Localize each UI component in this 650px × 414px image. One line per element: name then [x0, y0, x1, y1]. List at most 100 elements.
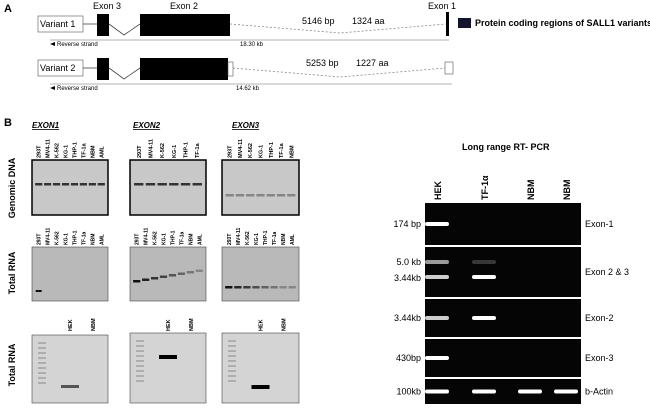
- intron: [229, 23, 447, 34]
- row-label: Exon 2 & 3: [585, 267, 629, 277]
- legend-text: Protein coding regions of SALL1 variants: [475, 18, 650, 28]
- band: [472, 316, 496, 320]
- lane-label: THP-1: [72, 230, 78, 245]
- utr: [227, 61, 234, 77]
- band: [70, 183, 79, 186]
- legend-swatch: [458, 18, 471, 28]
- utr: [444, 61, 454, 75]
- band: [88, 183, 96, 186]
- strand-arrow: [50, 42, 55, 46]
- exon: [97, 58, 109, 80]
- size-label: 430bp: [396, 353, 421, 363]
- lane-label: MV4-11: [46, 139, 52, 158]
- lane-label: HEK: [259, 319, 265, 331]
- band: [225, 194, 234, 197]
- lane-label: THP-1: [269, 142, 275, 158]
- band: [288, 286, 296, 289]
- band: [266, 194, 275, 197]
- gel: [31, 246, 109, 302]
- band: [168, 274, 177, 277]
- band: [133, 280, 141, 283]
- span-label: 18.30 kb: [240, 42, 264, 48]
- lane-label: TF-1a: [81, 231, 87, 245]
- lane-label: TF-1α: [480, 175, 490, 200]
- row-label: Exon-2: [585, 313, 614, 323]
- row-label: Total RNA: [7, 251, 17, 294]
- band: [235, 194, 245, 197]
- band: [151, 277, 159, 280]
- panel-label: B: [4, 117, 12, 129]
- lane-label: AML: [99, 234, 105, 245]
- lane-label: NBM: [189, 318, 195, 331]
- lane-label: KG-1: [162, 233, 168, 245]
- lane-label: KG-1: [172, 145, 178, 158]
- exon: [140, 58, 228, 80]
- band: [169, 183, 179, 186]
- protein-length: 1324 aa: [352, 16, 385, 26]
- lane-label: MV4-11: [238, 139, 244, 158]
- lane-label: AML: [290, 234, 296, 245]
- lane-label: THP-1: [72, 142, 78, 158]
- band: [35, 290, 42, 292]
- band: [261, 286, 269, 289]
- lane-label: NBM: [91, 318, 97, 331]
- row-label: Total RNA: [7, 343, 17, 386]
- gel: [221, 246, 300, 302]
- lane-label: MV4-11: [148, 139, 154, 158]
- row-label: Genomic DNA: [7, 157, 17, 218]
- band: [145, 183, 156, 186]
- exon-label: Exon 2: [170, 1, 198, 11]
- band: [270, 286, 278, 289]
- intron: [108, 67, 141, 80]
- lane-label: NBM: [289, 145, 295, 158]
- band: [234, 286, 242, 289]
- span-label: 14.62 kb: [236, 86, 260, 92]
- lane-label: 293T: [37, 145, 43, 158]
- band: [61, 385, 79, 388]
- band: [276, 194, 286, 197]
- size-label: 3.44kb: [394, 273, 421, 283]
- band: [159, 355, 177, 359]
- gel: [129, 159, 207, 216]
- intron: [232, 67, 446, 78]
- size-label: 174 bp: [393, 219, 421, 229]
- band: [425, 260, 449, 264]
- size-label: 100kb: [396, 387, 421, 397]
- band: [472, 275, 496, 279]
- size-label: 5.0 kb: [396, 257, 421, 267]
- band: [425, 389, 449, 394]
- lane-label: K-562: [245, 231, 251, 245]
- lane-label: AML: [197, 234, 203, 245]
- lane-label: TF-1a: [279, 142, 285, 158]
- gel: [129, 332, 207, 404]
- lane-label: K-562: [55, 143, 61, 158]
- band: [425, 316, 449, 320]
- lane-label: NBM: [281, 234, 287, 245]
- exon: [97, 14, 109, 36]
- lane-label: KG-1: [254, 233, 260, 245]
- intron: [108, 23, 141, 36]
- band: [472, 389, 496, 394]
- lane-label: HEK: [68, 319, 74, 331]
- lane-label: MV4-11: [236, 228, 242, 245]
- lane-label: MV4-11: [144, 228, 150, 245]
- gel: [425, 299, 581, 337]
- band: [157, 183, 167, 186]
- rt-pcr-title: Long range RT- PCR: [462, 142, 550, 152]
- band: [44, 183, 52, 186]
- gel: [425, 339, 581, 377]
- band: [134, 183, 144, 186]
- gel: [221, 159, 300, 216]
- strand-arrow: [50, 86, 55, 90]
- lane-label: NBM: [282, 318, 288, 331]
- band: [252, 286, 260, 289]
- band: [425, 356, 449, 360]
- band: [225, 286, 233, 289]
- transcript-length: 5253 bp: [306, 58, 339, 68]
- lane-label: TF-1a: [195, 142, 201, 158]
- variant-name: Variant 1: [40, 19, 75, 29]
- lane-label: NBM: [188, 234, 194, 245]
- row-label: b-Actin: [585, 387, 613, 397]
- lane-label: TF-1a: [179, 231, 185, 245]
